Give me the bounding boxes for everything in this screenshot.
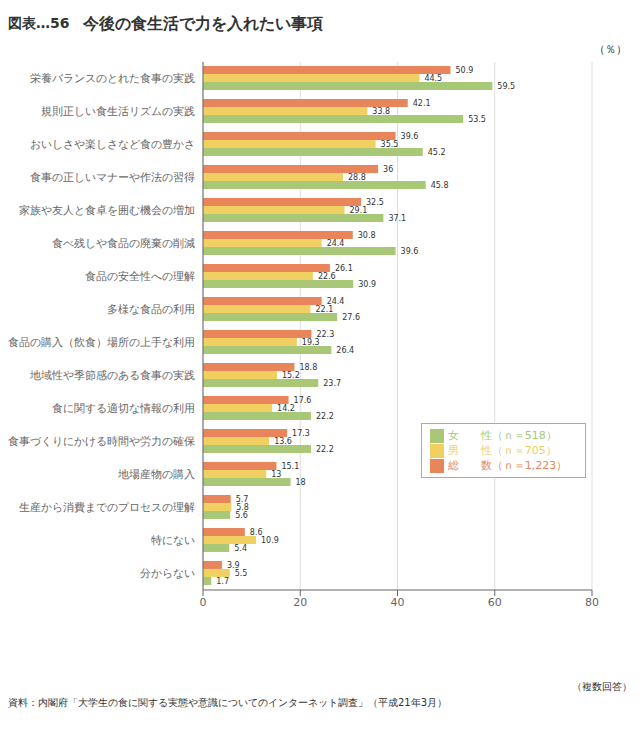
svg-text:5.7: 5.7: [235, 494, 249, 504]
svg-text:60: 60: [488, 596, 502, 609]
svg-text:53.5: 53.5: [468, 115, 486, 124]
svg-text:5.5: 5.5: [235, 569, 248, 578]
svg-text:40: 40: [391, 596, 405, 609]
svg-text:13: 13: [271, 470, 281, 479]
svg-text:39.6: 39.6: [401, 132, 419, 141]
svg-text:食品の安全性への理解: 食品の安全性への理解: [85, 270, 195, 283]
html-text:女 性（ｎ＝518）: 女 性（ｎ＝518）: [447, 429, 557, 443]
html-text:図表…56: 図表…56: [8, 15, 70, 31]
svg-text:32.5: 32.5: [366, 198, 384, 207]
svg-text:22.1: 22.1: [315, 305, 333, 314]
svg-text:22.3: 22.3: [316, 329, 335, 339]
svg-text:生産から消費までのプロセスの理解: 生産から消費までのプロセスの理解: [19, 501, 195, 514]
svg-text:13.6: 13.6: [274, 437, 292, 446]
svg-text:5.6: 5.6: [235, 511, 248, 520]
svg-text:19.3: 19.3: [302, 338, 320, 347]
svg-text:45.8: 45.8: [431, 181, 449, 190]
svg-text:栄養バランスのとれた食事の実践: 栄養バランスのとれた食事の実践: [30, 72, 195, 85]
svg-text:おいしさや楽しさなど食の豊かさ: おいしさや楽しさなど食の豊かさ: [30, 138, 195, 151]
svg-text:30.9: 30.9: [358, 280, 376, 289]
svg-text:15.1: 15.1: [281, 462, 299, 471]
svg-text:37.1: 37.1: [388, 214, 406, 223]
svg-text:多様な食品の利用: 多様な食品の利用: [107, 303, 195, 316]
svg-text:59.5: 59.5: [497, 82, 515, 91]
svg-text:10.9: 10.9: [261, 536, 279, 545]
svg-text:45.2: 45.2: [428, 148, 446, 157]
svg-text:8.6: 8.6: [249, 527, 263, 537]
svg-text:44.5: 44.5: [424, 74, 442, 83]
svg-text:食品の購入（飲食）場所の上手な利用: 食品の購入（飲食）場所の上手な利用: [8, 336, 195, 349]
svg-text:80: 80: [585, 596, 599, 609]
svg-text:14.2: 14.2: [277, 404, 295, 413]
svg-text:27.6: 27.6: [342, 313, 360, 322]
svg-text:5.4: 5.4: [234, 544, 247, 553]
svg-text:規則正しい食生活リズムの実践: 規則正しい食生活リズムの実践: [41, 105, 195, 118]
svg-text:24.4: 24.4: [327, 239, 345, 248]
svg-text:50.9: 50.9: [456, 66, 474, 75]
svg-text:22.6: 22.6: [318, 272, 336, 281]
svg-text:食べ残しや食品の廃棄の削減: 食べ残しや食品の廃棄の削減: [52, 237, 195, 250]
svg-text:42.1: 42.1: [413, 99, 431, 108]
svg-text:20: 20: [293, 596, 307, 609]
svg-text:17.6: 17.6: [294, 396, 312, 405]
html-text:男 性（ｎ＝705）: 男 性（ｎ＝705）: [447, 444, 557, 458]
html-text:資料：内閣府「大学生の食に関する実態や意識についてのインター: 資料：内閣府「大学生の食に関する実態や意識についてのインターネット調査」（平成2…: [8, 697, 448, 708]
html-text:総 数（ｎ＝1,223）: 総 数（ｎ＝1,223）: [447, 459, 568, 473]
html-text:（複数回答）: （複数回答）: [572, 681, 632, 692]
svg-text:23.7: 23.7: [323, 379, 341, 388]
svg-text:17.3: 17.3: [292, 429, 310, 438]
svg-text:分からない: 分からない: [140, 567, 195, 580]
svg-text:26.4: 26.4: [336, 346, 354, 355]
svg-text:18.8: 18.8: [299, 363, 317, 372]
svg-text:5.8: 5.8: [236, 502, 249, 512]
svg-text:22.2: 22.2: [316, 445, 334, 454]
svg-text:29.1: 29.1: [349, 206, 367, 215]
svg-text:30.8: 30.8: [358, 231, 376, 240]
svg-text:36: 36: [383, 165, 393, 174]
svg-text:18: 18: [296, 478, 306, 487]
svg-text:33.8: 33.8: [372, 107, 390, 116]
svg-text:食事の正しいマナーや作法の習得: 食事の正しいマナーや作法の習得: [30, 171, 195, 184]
svg-text:24.4: 24.4: [326, 296, 345, 306]
svg-text:特にない: 特にない: [151, 534, 195, 547]
svg-text:家族や友人と食卓を囲む機会の増加: 家族や友人と食卓を囲む機会の増加: [19, 204, 195, 217]
svg-text:地域性や季節感のある食事の実践: 地域性や季節感のある食事の実践: [29, 369, 195, 382]
svg-text:1.7: 1.7: [216, 577, 229, 586]
svg-text:35.5: 35.5: [381, 140, 399, 149]
svg-text:地場産物の購入: 地場産物の購入: [117, 468, 195, 481]
svg-text:26.1: 26.1: [335, 264, 353, 273]
svg-text:39.6: 39.6: [401, 247, 419, 256]
svg-text:食事づくりにかける時間や労力の確保: 食事づくりにかける時間や労力の確保: [8, 435, 195, 448]
svg-text:0: 0: [200, 596, 207, 609]
html-text:今後の食生活で力を入れたい事項: 今後の食生活で力を入れたい事項: [83, 13, 324, 33]
svg-text:15.2: 15.2: [282, 371, 300, 380]
svg-text:食に関する適切な情報の利用: 食に関する適切な情報の利用: [52, 402, 195, 415]
svg-text:28.8: 28.8: [348, 173, 366, 182]
svg-text:3.9: 3.9: [227, 560, 240, 570]
svg-text:22.2: 22.2: [316, 412, 334, 421]
